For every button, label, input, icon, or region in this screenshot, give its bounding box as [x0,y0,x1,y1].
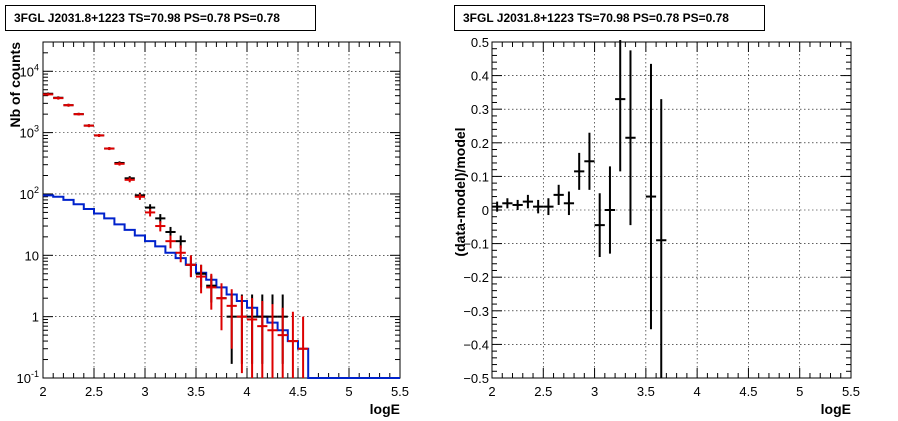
y-axis-title: (data-model)/model [452,127,468,256]
x-tick-label: 5 [345,384,352,399]
y-tick-label: 0.4 [471,69,489,84]
y-tick-label: −0.4 [463,337,489,352]
x-tick-label: 2.5 [534,384,552,399]
x-tick-label: 4 [694,384,701,399]
x-tick-label: 5.5 [842,384,860,399]
chart-title-left: 3FGL J2031.8+1223 TS=70.98 PS=0.78 PS=0.… [5,5,316,31]
residual-points [492,40,667,378]
y-tick-label: 104 [20,62,39,79]
y-tick-label: 0 [482,203,489,218]
y-tick-label: 0.5 [471,35,489,50]
x-tick-label: 5.5 [391,384,409,399]
data-points-red [43,93,309,378]
plot-area [492,42,851,378]
y-tick-label: 0.1 [471,169,489,184]
y-tick-label: −0.3 [463,304,489,319]
y-axis-ticks [43,41,400,379]
y-tick-label: 0.2 [471,136,489,151]
x-tick-label: 5 [796,384,803,399]
x-tick-label: 2.5 [85,384,103,399]
y-tick-label: 10-1 [17,369,39,386]
y-tick-label: 103 [20,124,39,141]
y-tick-label: 1 [32,310,39,325]
counts-spectrum-chart: 2 2.5 3 3.5 4 4.5 5 5.5 10-1 1 10 102 103 104 logE Nb o… [7,41,409,417]
x-tick-label: 4.5 [289,384,307,399]
x-tick-label: 2 [488,384,495,399]
y-tick-label: 0.3 [471,102,489,117]
y-tick-label: 102 [20,185,39,202]
x-tick-label: 4 [243,384,250,399]
x-tick-label: 3.5 [637,384,655,399]
x-tick-label: 4.5 [739,384,757,399]
x-axis-title: logE [821,401,851,417]
x-tick-label: 3.5 [187,384,205,399]
grid-lines [492,42,851,378]
residuals-chart: 2 2.5 3 3.5 4 4.5 5 5.5 −0.5 −0.4 −0.3 −0.2 −0.1 0 0.1… [452,35,860,417]
x-tick-label: 3 [141,384,148,399]
chart-title-right: 3FGL J2031.8+1223 TS=70.98 PS=0.78 PS=0.… [454,5,765,31]
y-tick-label: −0.5 [463,371,489,386]
x-axis-ticks [42,42,401,378]
x-tick-label: 2 [39,384,46,399]
y-tick-label: −0.1 [463,237,489,252]
y-tick-label: 10 [25,248,39,263]
plot-frame [42,41,401,379]
x-axis-ticks [491,42,852,378]
y-axis-title: Nb of counts [7,42,23,128]
x-axis-title: logE [370,401,400,417]
y-tick-label: −0.2 [463,270,489,285]
grid-lines [43,42,400,378]
y-axis-ticks [492,41,851,379]
x-tick-label: 3 [591,384,598,399]
